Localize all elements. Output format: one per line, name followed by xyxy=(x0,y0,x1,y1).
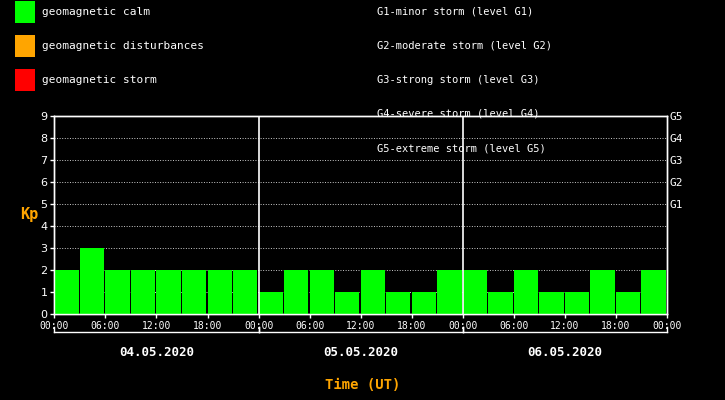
Bar xyxy=(616,292,640,314)
Bar xyxy=(259,292,283,314)
Y-axis label: Kp: Kp xyxy=(20,208,38,222)
Bar xyxy=(54,270,78,314)
Bar xyxy=(207,270,232,314)
Text: 06.05.2020: 06.05.2020 xyxy=(527,346,602,358)
Text: 04.05.2020: 04.05.2020 xyxy=(119,346,194,358)
Bar xyxy=(642,270,666,314)
Bar xyxy=(284,270,308,314)
Bar xyxy=(386,292,410,314)
Bar xyxy=(539,292,563,314)
Text: Time (UT): Time (UT) xyxy=(325,378,400,392)
Bar xyxy=(590,270,615,314)
Bar xyxy=(105,270,130,314)
Bar xyxy=(310,270,334,314)
Bar xyxy=(360,270,385,314)
Bar xyxy=(489,292,513,314)
Bar xyxy=(80,248,104,314)
Bar xyxy=(233,270,257,314)
Bar xyxy=(182,270,206,314)
Bar xyxy=(463,270,487,314)
Text: G3-strong storm (level G3): G3-strong storm (level G3) xyxy=(377,75,539,85)
Text: geomagnetic calm: geomagnetic calm xyxy=(42,7,150,17)
Text: G5-extreme storm (level G5): G5-extreme storm (level G5) xyxy=(377,143,546,153)
Text: 05.05.2020: 05.05.2020 xyxy=(323,346,398,358)
Text: G4-severe storm (level G4): G4-severe storm (level G4) xyxy=(377,109,539,119)
Bar xyxy=(437,270,462,314)
Bar xyxy=(131,270,155,314)
Text: geomagnetic storm: geomagnetic storm xyxy=(42,75,157,85)
Text: G1-minor storm (level G1): G1-minor storm (level G1) xyxy=(377,7,534,17)
Text: geomagnetic disturbances: geomagnetic disturbances xyxy=(42,41,204,51)
Bar xyxy=(514,270,538,314)
Bar xyxy=(565,292,589,314)
Bar xyxy=(157,270,181,314)
Bar xyxy=(335,292,360,314)
Bar xyxy=(412,292,436,314)
Text: G2-moderate storm (level G2): G2-moderate storm (level G2) xyxy=(377,41,552,51)
